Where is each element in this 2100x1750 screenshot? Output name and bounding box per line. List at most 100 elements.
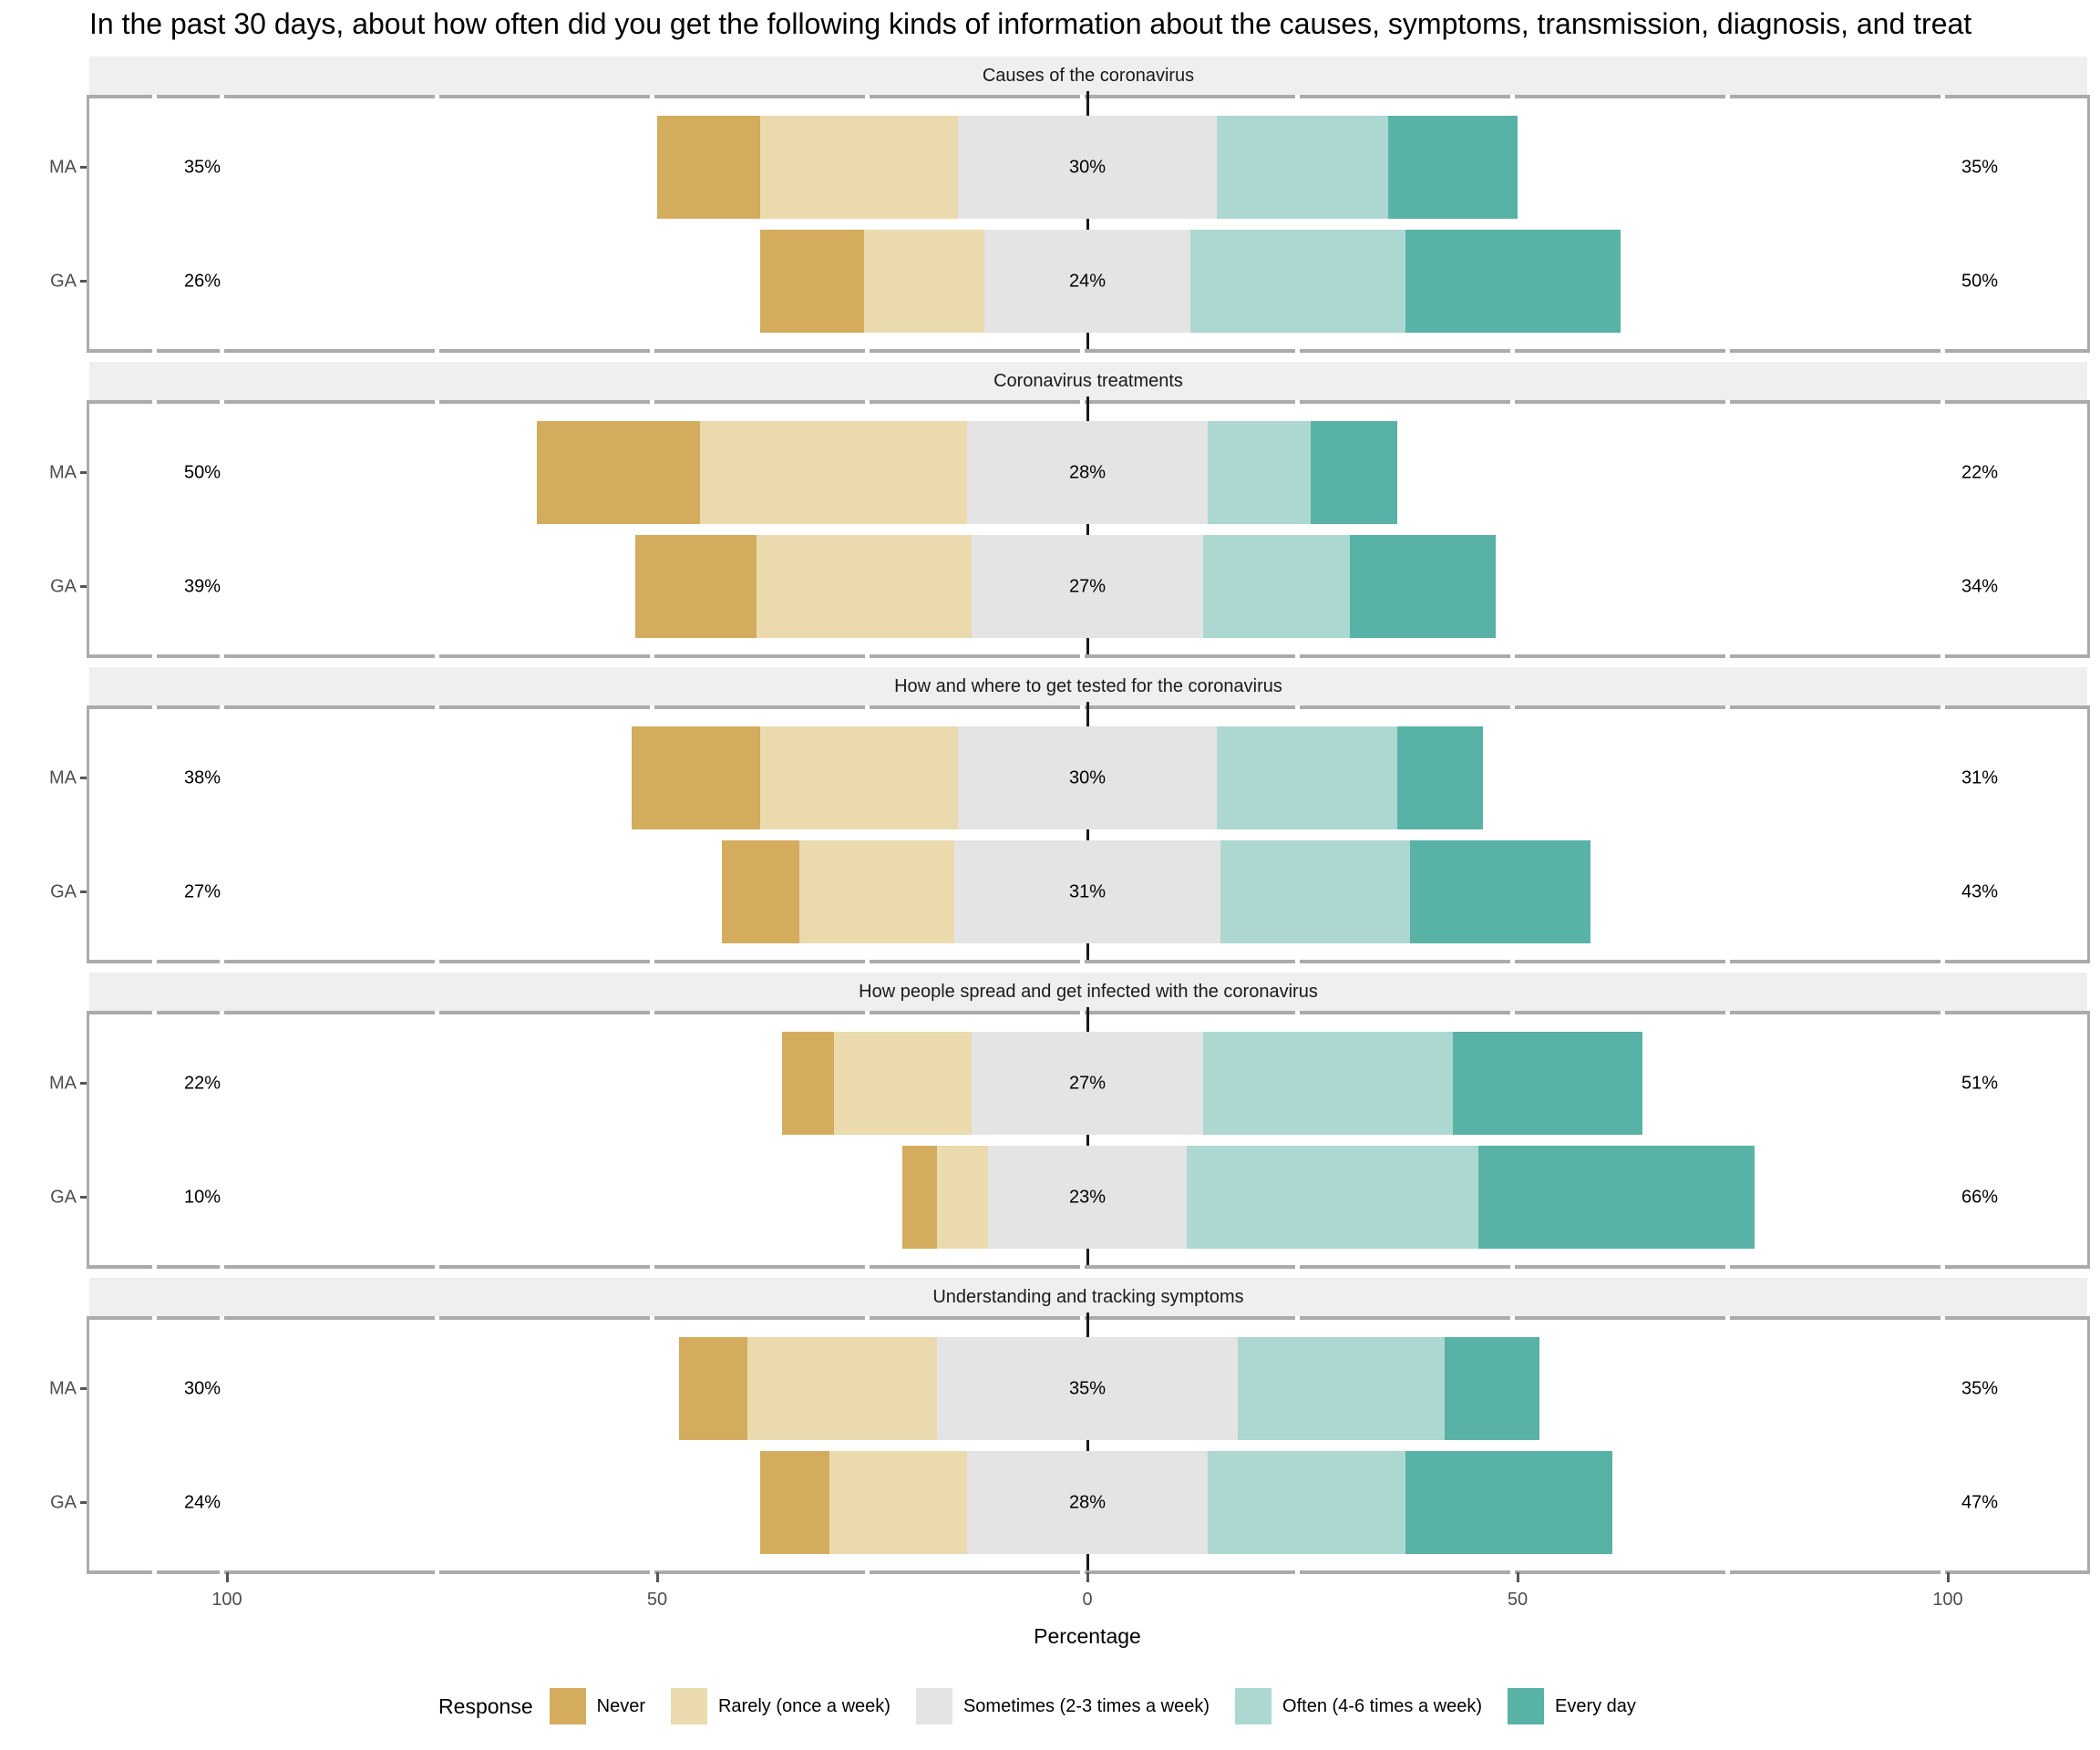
center-percent-label: 27% [1068, 576, 1107, 596]
x-axis-tick-label: 100 [1932, 1590, 1963, 1610]
left-percent-label: 30% [183, 1378, 221, 1398]
y-axis-label-ga: GA [50, 576, 77, 596]
x-axis-tick-label: 100 [211, 1590, 242, 1610]
bar-segment-sometimes [983, 230, 1191, 333]
center-percent-label: 27% [1068, 1073, 1107, 1093]
bar-segment-every [1396, 726, 1484, 829]
facet-panel: 30% 24% [87, 91, 2090, 353]
bar-segment-rarely [760, 726, 959, 829]
bar-segment-sometimes [988, 1146, 1187, 1249]
stacked-bar-ga [721, 840, 1591, 943]
facet-strip: How people spread and get infected with … [89, 973, 2087, 1011]
legend-item: Sometimes (2-3 times a week) [915, 1688, 1210, 1724]
bar-segment-never [635, 535, 757, 638]
bar-segment-often [1220, 840, 1410, 943]
y-axis-tick [80, 166, 89, 169]
x-axis-tick-label: 50 [646, 1590, 668, 1610]
bar-segment-sometimes [966, 1451, 1209, 1554]
facet-strip: Understanding and tracking symptoms [89, 1278, 2087, 1316]
y-axis-tick [80, 585, 89, 588]
bar-segment-rarely [798, 840, 954, 943]
facet-strip: Causes of the coronavirus [89, 57, 2087, 95]
panel-border-left [87, 404, 89, 654]
legend-swatch-every [1508, 1688, 1544, 1724]
facet-panel: 30% 31% [87, 702, 2090, 963]
bar-segment-sometimes [953, 840, 1221, 943]
x-axis-tick-label: 50 [1507, 1590, 1529, 1610]
left-percent-label: 10% [183, 1187, 221, 1207]
legend-item: Never [549, 1688, 645, 1724]
bar-segment-every [1478, 1146, 1755, 1249]
bar-segment-often [1216, 726, 1397, 829]
y-axis-label-ma: MA [49, 767, 77, 788]
bar-segment-never [657, 116, 761, 219]
right-percent-label: 35% [1961, 157, 1999, 177]
facet-title: How people spread and get infected with … [859, 981, 1318, 1002]
panel-border-left [87, 709, 89, 960]
left-percent-label: 50% [183, 462, 221, 482]
stacked-bar-ma [536, 421, 1397, 524]
zero-reference-line [1086, 91, 1089, 349]
panel-border-right [2087, 709, 2090, 960]
bar-segment-every [1453, 1032, 1642, 1135]
zero-reference-line [1086, 1312, 1089, 1570]
x-axis-tick-label: 0 [1082, 1590, 1093, 1610]
left-percent-label: 35% [183, 157, 221, 177]
bar-segment-rarely [747, 1337, 937, 1440]
facet-title: Understanding and tracking symptoms [932, 1286, 1244, 1307]
stacked-bar-ga [902, 1146, 1755, 1249]
legend-item-label: Often (4-6 times a week) [1282, 1695, 1482, 1716]
stacked-bar-ga [635, 535, 1497, 638]
bar-segment-rarely [829, 1451, 967, 1554]
bar-segment-never [902, 1146, 937, 1249]
right-percent-label: 66% [1961, 1187, 1999, 1207]
right-percent-label: 50% [1961, 271, 1999, 291]
x-axis-title: Percentage [1034, 1624, 1141, 1648]
panel-border-right [2087, 1014, 2090, 1265]
facet-title: Causes of the coronavirus [982, 65, 1195, 86]
bar-segment-every [1409, 840, 1591, 943]
left-percent-label: 39% [183, 576, 221, 596]
legend-items: Never Rarely (once a week) Sometimes (2-3 … [549, 1688, 1662, 1724]
center-percent-label: 35% [1068, 1378, 1107, 1398]
bar-segment-sometimes [971, 535, 1204, 638]
stacked-bar-ma [781, 1032, 1642, 1135]
bar-segment-every [1405, 230, 1621, 333]
y-axis-tick [80, 471, 89, 474]
bar-segment-often [1203, 1032, 1454, 1135]
center-percent-label: 28% [1068, 1492, 1107, 1512]
legend-swatch-rarely [670, 1688, 707, 1724]
left-percent-label: 24% [183, 1492, 221, 1512]
right-percent-label: 43% [1961, 881, 1999, 901]
bar-segment-rarely [700, 421, 967, 524]
panel-border-left [87, 98, 89, 349]
facet-strip: How and where to get tested for the coro… [89, 667, 2087, 705]
legend: Response Never Rarely (once a week) Someti… [0, 1683, 2100, 1730]
bar-segment-often [1208, 421, 1312, 524]
left-percent-label: 22% [183, 1073, 221, 1093]
legend-swatch-never [549, 1688, 586, 1724]
legend-item-label: Every day [1555, 1695, 1636, 1716]
bar-segment-rarely [833, 1032, 972, 1135]
left-percent-label: 27% [183, 881, 221, 901]
y-axis-tick [80, 1196, 89, 1199]
bar-segment-sometimes [958, 116, 1217, 219]
bar-segment-often [1190, 230, 1406, 333]
bar-segment-rarely [756, 535, 972, 638]
bar-segment-never [721, 840, 799, 943]
facet-title: Coronavirus treatments [993, 370, 1183, 391]
zero-reference-line [1086, 1007, 1089, 1265]
right-percent-label: 34% [1961, 576, 1999, 596]
right-percent-label: 35% [1961, 1378, 1999, 1398]
bar-segment-never [781, 1032, 834, 1135]
y-axis-label-ga: GA [50, 1492, 77, 1512]
bar-segment-often [1208, 1451, 1406, 1554]
legend-item: Often (4-6 times a week) [1235, 1688, 1482, 1724]
x-axis-tick [1516, 1572, 1519, 1582]
zero-reference-line [1086, 396, 1089, 654]
bar-segment-never [678, 1337, 748, 1440]
x-axis-tick [225, 1572, 229, 1582]
center-percent-label: 31% [1068, 881, 1107, 901]
y-axis-tick [80, 1501, 89, 1504]
